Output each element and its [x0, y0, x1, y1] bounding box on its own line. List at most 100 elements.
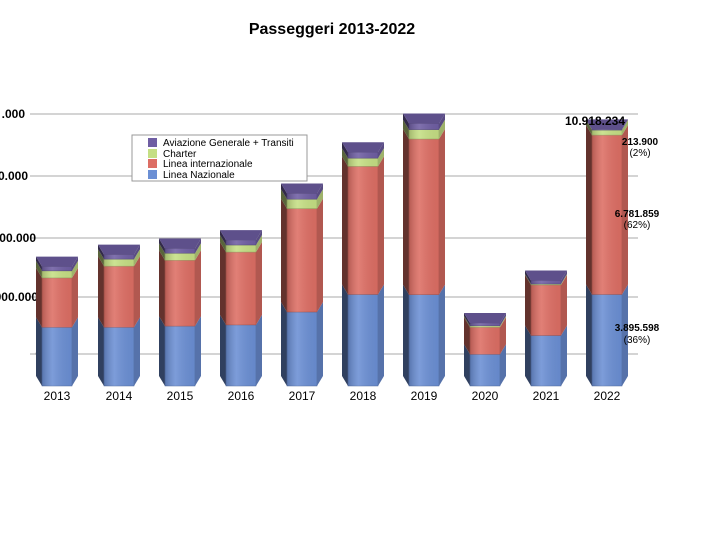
- bar-top-2017: [281, 183, 323, 194]
- bar-depth-2016-1: [256, 242, 262, 325]
- chart-title: Passeggeri 2013-2022: [249, 21, 415, 38]
- bar-gloss: [287, 311, 317, 386]
- bar-side-2018-3: [342, 142, 348, 159]
- bar-stack-2013: [36, 256, 78, 387]
- bar-depth-2013-2: [72, 260, 78, 278]
- bar-stack-2017: [281, 183, 323, 387]
- bar-side-2022-0: [586, 284, 592, 386]
- bar-depth-2014-0: [134, 317, 140, 386]
- bar-gloss: [531, 284, 561, 285]
- bar-depth-2021-2: [561, 274, 567, 285]
- legend-box: [131, 134, 308, 182]
- bar-depth-2021-0: [561, 325, 567, 386]
- bar-depth-2016-2: [256, 235, 262, 253]
- bar-stack-2018: [342, 142, 384, 387]
- legend: Aviazione Generale + Transiti Charter Li…: [131, 134, 308, 182]
- bar-depth-2019-0: [439, 284, 445, 386]
- bar-top-2015: [159, 238, 201, 249]
- bar-side-2013-2: [36, 260, 42, 278]
- legend-label-internazionale: Linea internazionale: [163, 159, 253, 170]
- bar-side-2021-3: [525, 270, 531, 285]
- bar-gloss: [226, 252, 256, 325]
- bar-top-2021: [525, 270, 567, 281]
- bar-gloss: [104, 266, 134, 328]
- bar-gloss: [470, 323, 500, 326]
- bar-gloss: [104, 254, 134, 260]
- bar-gloss: [104, 327, 134, 386]
- bar-gloss: [409, 139, 439, 295]
- bar-side-2021-1: [525, 274, 531, 336]
- charter-label-2022: 213.900: [622, 137, 659, 148]
- bar-stack-2016: [220, 230, 262, 387]
- bar-side-2022-2: [586, 120, 592, 136]
- bar-side-2016-0: [220, 314, 226, 386]
- bar-depth-2015-2: [195, 243, 201, 261]
- bar-depth-2015-0: [195, 316, 201, 386]
- bar-gloss: [165, 248, 195, 254]
- bar-stack-2015: [159, 238, 201, 387]
- bar-gloss: [42, 270, 72, 278]
- bar-side-2021-0: [525, 325, 531, 386]
- bar-side-2014-3: [98, 244, 104, 260]
- bar-stack-2022: [586, 119, 628, 387]
- legend-swatch-nazionale: [148, 170, 157, 179]
- legend-swatch-charter: [148, 149, 157, 158]
- legend-label-charter: Charter: [163, 149, 197, 160]
- bar-gloss: [531, 284, 561, 336]
- bar-side-2013-3: [36, 256, 42, 271]
- y-tick-label: .000: [2, 107, 26, 121]
- bar-gloss: [348, 158, 378, 167]
- bar-gloss: [165, 326, 195, 386]
- bar-gloss: [165, 253, 195, 261]
- x-tick-label-2020: 2020: [472, 389, 499, 403]
- bar-depth-2018-2: [378, 148, 384, 167]
- bar-depth-2020-1: [500, 317, 506, 355]
- bar-side-2022-1: [586, 125, 592, 295]
- bar-side-2019-3: [403, 113, 409, 130]
- bar-depth-2019-3: [439, 113, 445, 130]
- bar-top-2018: [342, 142, 384, 153]
- internazionale-pct-2022: (62%): [624, 220, 651, 231]
- bar-gloss: [42, 266, 72, 271]
- bar-depth-2020-2: [500, 315, 506, 328]
- bar-gloss: [226, 240, 256, 245]
- bar-gloss: [348, 166, 378, 295]
- bar-side-2022-3: [586, 119, 592, 131]
- charter-pct-2022: (2%): [629, 148, 650, 159]
- bar-side-2020-3: [464, 313, 470, 326]
- x-tick-label-2021: 2021: [533, 389, 560, 403]
- bar-side-2019-2: [403, 119, 409, 140]
- bar-gloss: [592, 294, 622, 386]
- bar-side-2014-2: [98, 249, 104, 267]
- bar-gloss: [287, 208, 317, 312]
- bar-depth-2022-3: [622, 119, 628, 131]
- bar-depth-2015-3: [195, 238, 201, 254]
- nazionale-pct-2022: (36%): [624, 335, 651, 346]
- bar-side-2015-3: [159, 238, 165, 254]
- bar-depth-2022-1: [622, 125, 628, 295]
- bar-side-2017-0: [281, 301, 287, 386]
- legend-label-nazionale: Linea Nazionale: [163, 170, 235, 181]
- bar-depth-2014-3: [134, 244, 140, 260]
- bar-gloss: [348, 152, 378, 159]
- bar-side-2019-0: [403, 284, 409, 386]
- annotations-2022: 10.918.234 213.900 (2%) 6.781.859 (62%) …: [565, 114, 660, 346]
- bar-side-2016-2: [220, 235, 226, 253]
- bar-depth-2015-1: [195, 250, 201, 327]
- bar-side-2020-2: [464, 315, 470, 328]
- bar-gloss: [287, 193, 317, 200]
- bar-gloss: [470, 327, 500, 355]
- bar-depth-2018-0: [378, 284, 384, 386]
- bar-gloss: [470, 325, 500, 328]
- bar-gloss: [42, 327, 72, 386]
- bar-side-2018-0: [342, 284, 348, 386]
- internazionale-label-2022: 6.781.859: [615, 209, 660, 220]
- bar-gloss: [531, 335, 561, 386]
- nazionale-label-2022: 3.895.598: [615, 323, 660, 334]
- y-tick-label: 000.000: [0, 290, 38, 304]
- bar-depth-2020-0: [500, 344, 506, 386]
- bar-depth-2017-2: [317, 189, 323, 209]
- legend-swatch-aviazione: [148, 138, 157, 147]
- bar-gloss: [409, 294, 439, 386]
- bar-side-2013-0: [36, 317, 42, 386]
